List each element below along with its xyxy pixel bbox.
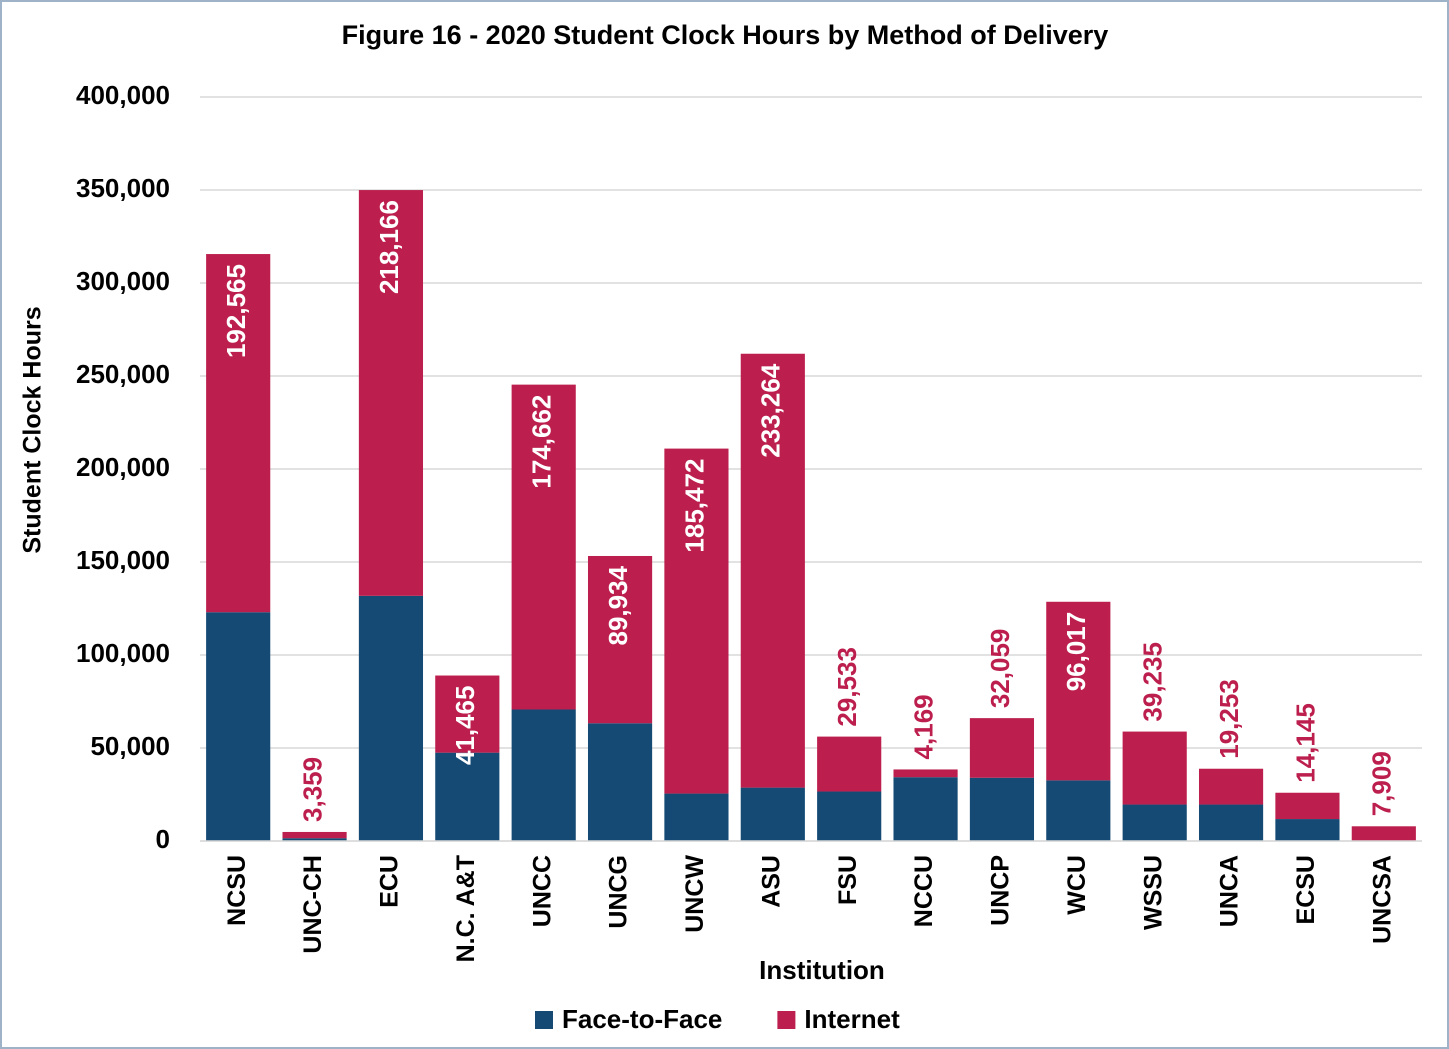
x-tick-label: UNCC <box>528 855 556 927</box>
data-label: 14,145 <box>1290 703 1320 783</box>
x-axis-label: Institution <box>759 955 885 985</box>
y-tick-label: 100,000 <box>76 638 170 668</box>
data-label: 89,934 <box>603 565 633 645</box>
legend-label: Internet <box>804 1004 900 1034</box>
x-tick-label: NCCU <box>910 855 938 927</box>
y-axis-label: Student Clock Hours <box>19 306 47 553</box>
bar-segment <box>817 736 882 792</box>
bar-segment <box>817 791 882 841</box>
bar-segment <box>587 555 653 724</box>
data-label: 192,565 <box>221 264 251 358</box>
data-label: 39,235 <box>1138 642 1168 722</box>
data-label: 19,253 <box>1214 679 1244 759</box>
data-label: 41,465 <box>450 686 480 766</box>
bar-segment <box>282 838 347 841</box>
data-label: 4,169 <box>908 694 938 759</box>
bar-segment <box>1198 804 1264 841</box>
data-label: 29,533 <box>832 647 862 727</box>
x-tick-label: ECSU <box>1292 855 1320 924</box>
x-tick-label: UNCP <box>987 855 1015 926</box>
bar-segment <box>1275 819 1340 841</box>
bar-segment <box>969 777 1035 841</box>
y-tick-label: 400,000 <box>76 80 170 110</box>
bar-segment <box>282 831 347 839</box>
bar-segment <box>1198 768 1264 805</box>
x-tick-label: WCU <box>1063 855 1091 915</box>
y-tick-label: 350,000 <box>76 173 170 203</box>
chart-title: Figure 16 - 2020 Student Clock Hours by … <box>342 20 1109 50</box>
legend-swatch <box>535 1011 553 1029</box>
bar-segment <box>893 777 958 841</box>
bar-segment <box>664 793 729 841</box>
x-tick-label: UNCG <box>605 855 633 929</box>
y-tick-label: 0 <box>156 824 170 854</box>
bar-segment <box>1046 601 1111 781</box>
bar-segment <box>664 448 729 794</box>
x-tick-label: UNCA <box>1216 855 1244 927</box>
y-tick-label: 50,000 <box>90 731 170 761</box>
bar-segment <box>435 752 500 841</box>
y-tick-label: 250,000 <box>76 359 170 389</box>
x-tick-label: NCSU <box>223 855 251 926</box>
bar-segment <box>969 718 1035 778</box>
bar-segment <box>587 723 653 841</box>
bar-segment <box>1275 792 1340 820</box>
bar-segment <box>1122 804 1187 841</box>
bar-segment <box>740 353 805 788</box>
bar-segment <box>1122 731 1187 805</box>
bar-segment <box>435 675 500 753</box>
bar-segment <box>358 190 424 596</box>
data-label: 218,166 <box>374 200 404 294</box>
bar-segment <box>358 595 424 841</box>
legend-label: Face-to-Face <box>562 1004 722 1034</box>
x-tick-label: ASU <box>757 855 785 908</box>
y-tick-label: 200,000 <box>76 452 170 482</box>
data-label: 32,059 <box>985 629 1015 709</box>
bar-segment <box>206 254 271 613</box>
data-label: 185,472 <box>679 459 709 553</box>
bar-segment <box>511 384 576 710</box>
x-tick-label: N.C. A&T <box>452 855 480 962</box>
bar-segment <box>1351 826 1416 841</box>
x-tick-label: WSSU <box>1139 855 1167 930</box>
data-label: 233,264 <box>756 363 786 458</box>
x-tick-label: FSU <box>834 855 862 905</box>
data-label: 7,909 <box>1367 751 1397 816</box>
x-tick-label: UNC-CH <box>299 855 327 954</box>
y-tick-label: 300,000 <box>76 266 170 296</box>
bar-segment <box>740 787 805 841</box>
data-label: 96,017 <box>1061 612 1091 692</box>
x-tick-label: UNCW <box>681 855 709 933</box>
x-tick-label: UNCSA <box>1368 855 1396 944</box>
bar-segment <box>1046 780 1111 841</box>
bar-segment <box>511 709 576 841</box>
data-label: 3,359 <box>297 757 327 822</box>
y-tick-label: 150,000 <box>76 545 170 575</box>
bar-segment <box>206 612 271 841</box>
x-tick-label: ECU <box>376 855 404 908</box>
data-label: 174,662 <box>527 395 557 489</box>
bar-segment <box>893 769 958 778</box>
legend-swatch <box>777 1011 796 1029</box>
